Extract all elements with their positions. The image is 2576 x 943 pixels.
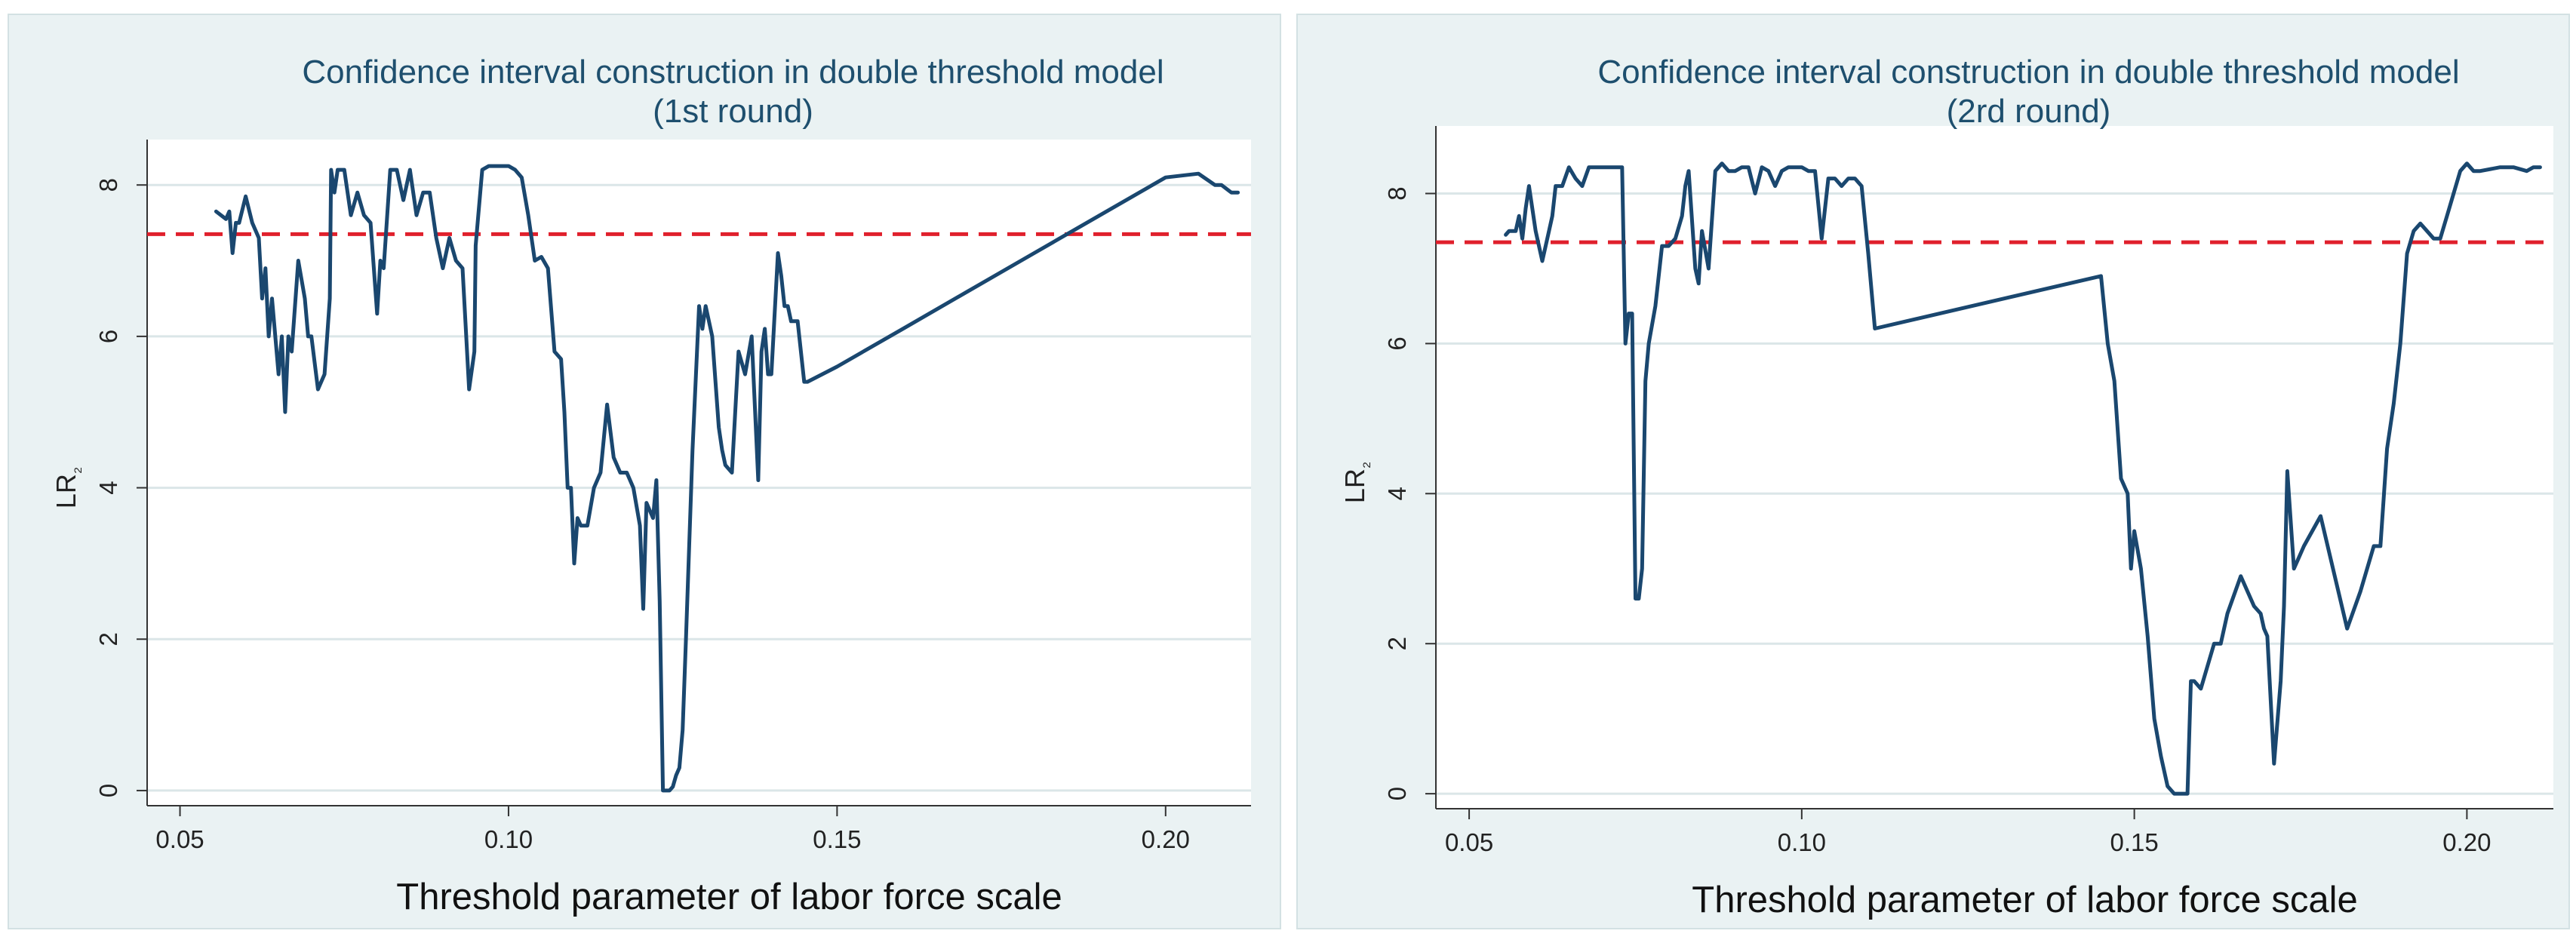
x-axis-label: Threshold parameter of labor force scale bbox=[1692, 880, 2357, 920]
y-axis-label: LR₂ bbox=[51, 467, 85, 508]
y-tick-label-0: 0 bbox=[94, 784, 122, 797]
y-tick-label-6: 6 bbox=[94, 330, 122, 343]
x-tick-label-3: 0.20 bbox=[2442, 828, 2491, 856]
y-tick-label-2: 2 bbox=[1383, 637, 1411, 650]
y-tick-label-4: 4 bbox=[94, 481, 122, 494]
x-axis-label: Threshold parameter of labor force scale bbox=[396, 877, 1062, 917]
x-tick-label-0: 0.05 bbox=[1445, 828, 1493, 856]
y-tick-label-6: 6 bbox=[1383, 336, 1411, 350]
y-axis-label: LR₂ bbox=[1339, 462, 1373, 503]
y-tick-label-4: 4 bbox=[1383, 487, 1411, 500]
chart-panel-2rd-round: 0 2 4 6 8 0.05 0.10 0.15 0.20 Confidence interval… bbox=[1296, 14, 2570, 929]
chart-subtitle: (2rd round) bbox=[1947, 93, 2111, 130]
chart-1st-round: 0 2 4 6 8 0.05 0.10 0.15 0.20 Confidence interval… bbox=[51, 54, 1251, 917]
y-tick-label-8: 8 bbox=[94, 178, 122, 192]
series-line-lr bbox=[1504, 161, 2542, 796]
series-line-lr bbox=[214, 164, 1240, 793]
chart-panel-1st-round: 0 2 4 6 8 0.05 0.10 0.15 0.20 Confidence interval… bbox=[8, 14, 1281, 929]
chart-title: Confidence interval construction in doub… bbox=[302, 54, 1164, 91]
chart-2rd-round: 0 2 4 6 8 0.05 0.10 0.15 0.20 Confidence interval… bbox=[1339, 54, 2553, 920]
x-tick-label-0: 0.05 bbox=[155, 825, 204, 853]
chart-subtitle: (1st round) bbox=[653, 93, 813, 130]
y-tick-label-0: 0 bbox=[1383, 787, 1411, 800]
y-tick-label-2: 2 bbox=[94, 632, 122, 646]
x-tick-label-1: 0.10 bbox=[1778, 828, 1826, 856]
x-tick-label-3: 0.20 bbox=[1142, 825, 1190, 853]
x-tick-label-2: 0.15 bbox=[2110, 828, 2159, 856]
x-tick-label-2: 0.15 bbox=[813, 825, 861, 853]
chart-title: Confidence interval construction in doub… bbox=[1597, 54, 2459, 91]
y-tick-label-8: 8 bbox=[1383, 186, 1411, 200]
plot-area bbox=[147, 140, 1251, 806]
x-tick-label-1: 0.10 bbox=[484, 825, 533, 853]
